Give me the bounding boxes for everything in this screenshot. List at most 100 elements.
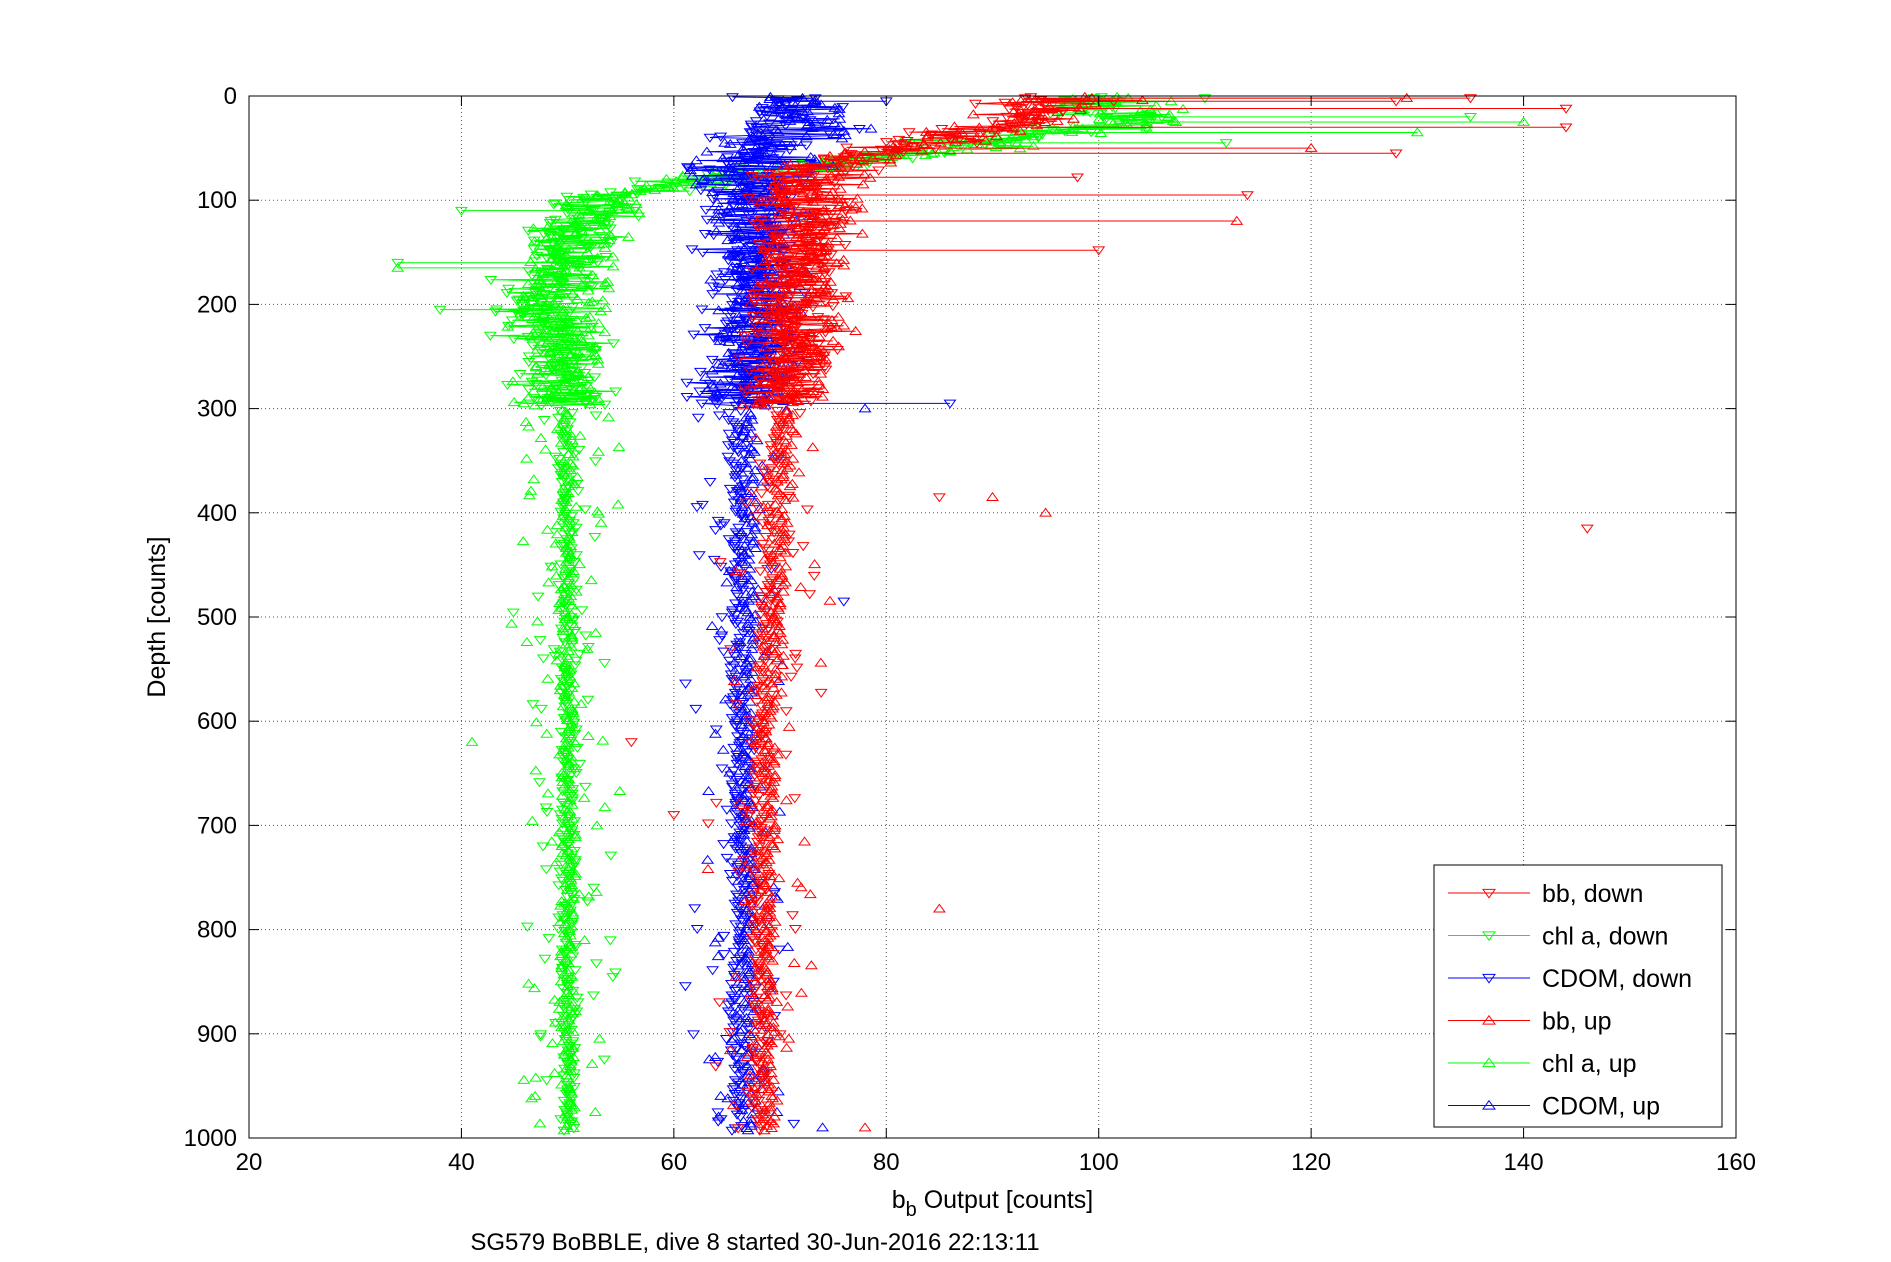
data-point	[717, 950, 731, 960]
data-point	[732, 1078, 745, 1088]
data-point	[730, 221, 744, 232]
data-point	[1106, 118, 1120, 128]
data-point	[803, 889, 817, 899]
data-point	[1135, 95, 1149, 105]
data-point	[752, 239, 766, 249]
data-point	[768, 916, 782, 926]
data-point	[758, 845, 772, 855]
data-point	[562, 989, 576, 1000]
data-point	[554, 900, 568, 910]
data-point	[740, 726, 754, 736]
data-point	[555, 962, 569, 972]
data-point	[712, 331, 726, 341]
data-point	[850, 158, 864, 168]
data-point	[575, 193, 589, 203]
data-point	[1051, 107, 1065, 117]
data-point	[746, 1044, 760, 1054]
data-point	[526, 700, 540, 710]
data-point	[794, 581, 808, 591]
data-point	[594, 517, 608, 527]
data-point	[732, 643, 746, 653]
data-point	[802, 221, 816, 232]
data-point	[550, 655, 564, 665]
data-point	[804, 295, 818, 305]
data-point	[786, 911, 800, 921]
data-point	[1083, 108, 1097, 118]
data-point	[567, 696, 581, 706]
data-point	[693, 367, 707, 377]
data-point	[700, 215, 714, 225]
data-point	[556, 391, 570, 401]
data-point	[711, 932, 725, 942]
data-point	[734, 1094, 748, 1104]
data-point	[764, 228, 777, 238]
data-point	[781, 214, 795, 224]
data-point	[712, 283, 726, 293]
data-point	[806, 196, 820, 206]
data-point	[563, 859, 577, 869]
data-point	[548, 994, 562, 1004]
data-point	[835, 208, 849, 218]
data-point	[740, 520, 754, 530]
data-point	[557, 781, 571, 791]
data-point	[551, 423, 564, 433]
data-point	[778, 300, 791, 310]
data-point	[582, 330, 596, 340]
data-point	[556, 304, 570, 314]
data-point	[745, 122, 759, 132]
data-point	[803, 275, 817, 285]
data-point	[778, 381, 791, 391]
data-point	[775, 139, 789, 149]
data-point	[738, 513, 752, 523]
data-point	[762, 831, 776, 841]
data-point	[569, 1006, 583, 1016]
data-point	[770, 299, 784, 309]
legend-label: CDOM, down	[1542, 965, 1692, 993]
data-point	[536, 842, 550, 852]
outlier-point	[1559, 123, 1573, 133]
data-point	[788, 924, 802, 935]
data-point	[729, 565, 743, 575]
data-point	[556, 1035, 570, 1045]
data-point	[754, 219, 768, 229]
data-point	[1112, 120, 1126, 130]
data-point	[804, 397, 818, 407]
data-point	[776, 289, 789, 299]
data-point	[748, 524, 762, 534]
data-point	[760, 1040, 774, 1050]
data-point	[738, 480, 752, 490]
data-point	[763, 902, 777, 912]
data-point	[732, 356, 746, 366]
data-point	[756, 728, 770, 738]
data-point	[569, 501, 583, 511]
data-point	[761, 937, 775, 947]
data-point	[782, 390, 795, 400]
data-point	[716, 744, 730, 754]
legend-label: bb, down	[1542, 880, 1643, 908]
y-tick-label: 400	[197, 500, 237, 527]
outlier-point	[1400, 92, 1414, 102]
data-point	[731, 1124, 745, 1134]
data-point	[540, 1076, 554, 1086]
data-point	[1013, 125, 1027, 135]
data-point	[737, 909, 751, 919]
data-point	[722, 535, 736, 545]
data-point	[1121, 120, 1135, 130]
data-point	[814, 99, 828, 109]
data-point	[564, 948, 578, 958]
data-point	[735, 705, 749, 715]
data-point	[602, 283, 616, 293]
data-point	[728, 986, 742, 996]
data-point	[534, 704, 548, 714]
data-point	[733, 742, 747, 752]
data-point	[735, 1044, 749, 1055]
data-point	[737, 829, 751, 839]
data-point	[761, 737, 775, 747]
outlier-point	[837, 597, 851, 607]
data-point	[766, 1022, 780, 1032]
data-point	[791, 877, 805, 887]
data-point	[610, 197, 624, 207]
data-point	[574, 239, 587, 249]
data-point	[556, 267, 570, 277]
